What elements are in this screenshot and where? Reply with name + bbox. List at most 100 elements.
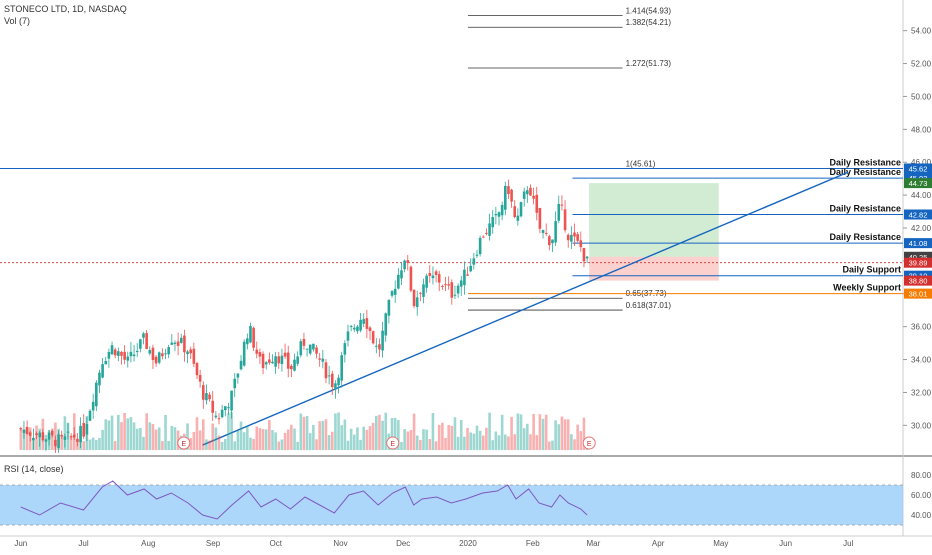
candle-body: [453, 294, 457, 296]
volume-bar: [441, 422, 444, 450]
volume-bar: [579, 431, 583, 450]
volume-bar: [57, 428, 60, 450]
volume-bar: [54, 422, 57, 450]
candle-body: [19, 428, 23, 430]
candle-body: [384, 313, 388, 336]
volume-bar: [220, 441, 224, 450]
candle-body: [419, 292, 422, 294]
volume-bar: [227, 413, 230, 450]
level-price-badge: [904, 288, 932, 299]
candle-body: [437, 274, 441, 283]
price-axis-tick-label: 36.00: [911, 323, 932, 332]
volume-bar: [526, 423, 529, 450]
candle-body: [535, 194, 539, 213]
candle-body: [466, 274, 469, 276]
candle-body: [356, 326, 359, 332]
candle-body: [497, 212, 501, 217]
volume-bar: [469, 432, 472, 450]
candle-body: [110, 345, 114, 355]
time-axis-label: Dec: [396, 539, 410, 548]
candle-body: [54, 439, 57, 447]
candle-body: [290, 365, 293, 370]
candle-body: [337, 377, 340, 386]
candle-body: [305, 348, 309, 350]
candle-body: [280, 355, 284, 365]
volume-bar: [296, 441, 299, 450]
candle-body: [403, 260, 406, 270]
candle-body: [503, 185, 507, 210]
candle-body: [104, 361, 108, 365]
earnings-marker: [177, 436, 191, 450]
candle-body: [41, 432, 45, 441]
candle-body: [582, 247, 586, 262]
level-price-label: 38.01: [909, 290, 928, 299]
volume-bar: [135, 428, 139, 450]
volume-bar: [79, 427, 82, 450]
volume-bar: [560, 416, 564, 450]
candle-body: [129, 351, 133, 357]
level-price-badge: [904, 209, 932, 220]
volume-bar: [261, 429, 265, 450]
volume-bar: [72, 413, 76, 450]
candle-body: [447, 284, 450, 286]
volume-bar: [186, 423, 189, 450]
volume-bar: [148, 422, 152, 450]
volume-bar: [38, 428, 41, 450]
candle-body: [456, 285, 460, 294]
volume-bar: [519, 414, 523, 450]
volume-bar: [277, 441, 281, 450]
time-axis-label: Jun: [779, 539, 792, 548]
earnings-marker: [386, 436, 400, 450]
volume-bar: [142, 436, 145, 450]
trade-target-zone: [589, 183, 719, 257]
candle-body: [139, 339, 142, 349]
volume-bar: [573, 439, 576, 450]
price-badge: [904, 178, 932, 189]
candle-body: [220, 409, 224, 418]
volume-bar: [422, 429, 425, 450]
volume-bar: [513, 434, 517, 450]
candle-body: [324, 362, 328, 379]
candle-body: [293, 359, 296, 371]
candle-body: [286, 352, 290, 369]
volume-bar: [145, 413, 148, 450]
candle-body: [397, 274, 400, 289]
volume-bar: [485, 427, 488, 450]
volume-bar: [529, 434, 532, 450]
fib-level-label: 0.618(37.01): [626, 301, 672, 310]
rsi-label: RSI (14, close): [4, 464, 64, 474]
volume-bar: [170, 425, 174, 450]
candle-body: [334, 383, 337, 390]
candle-body: [390, 291, 394, 296]
candle-body: [72, 434, 76, 438]
volume-bar: [249, 437, 252, 450]
candle-body: [255, 349, 259, 354]
candle-body: [57, 434, 60, 448]
candle-body: [28, 432, 32, 436]
candle-body: [132, 354, 136, 357]
volume-bar: [384, 412, 388, 450]
volume-bar: [475, 425, 479, 450]
candle-body: [63, 436, 67, 440]
volume-bar: [123, 412, 126, 450]
candle-body: [25, 426, 29, 435]
volume-bar: [434, 441, 438, 450]
candle-body: [371, 331, 375, 344]
volume-bar: [478, 430, 482, 450]
volume-bar: [258, 428, 262, 450]
price-badge: [904, 275, 932, 286]
volume-bar: [551, 440, 554, 450]
fib-level-label: 1.414(54.93): [626, 6, 672, 15]
time-axis-label: Oct: [270, 539, 283, 548]
candle-body: [378, 344, 381, 350]
volume-bar: [299, 413, 303, 450]
volume-bar: [381, 420, 384, 450]
volume-bar: [538, 414, 542, 450]
candle-body: [126, 356, 130, 361]
candle-body: [362, 319, 366, 324]
price-badge-label: 39.89: [909, 259, 928, 268]
volume-bar: [60, 434, 64, 450]
candle-body: [541, 229, 545, 233]
